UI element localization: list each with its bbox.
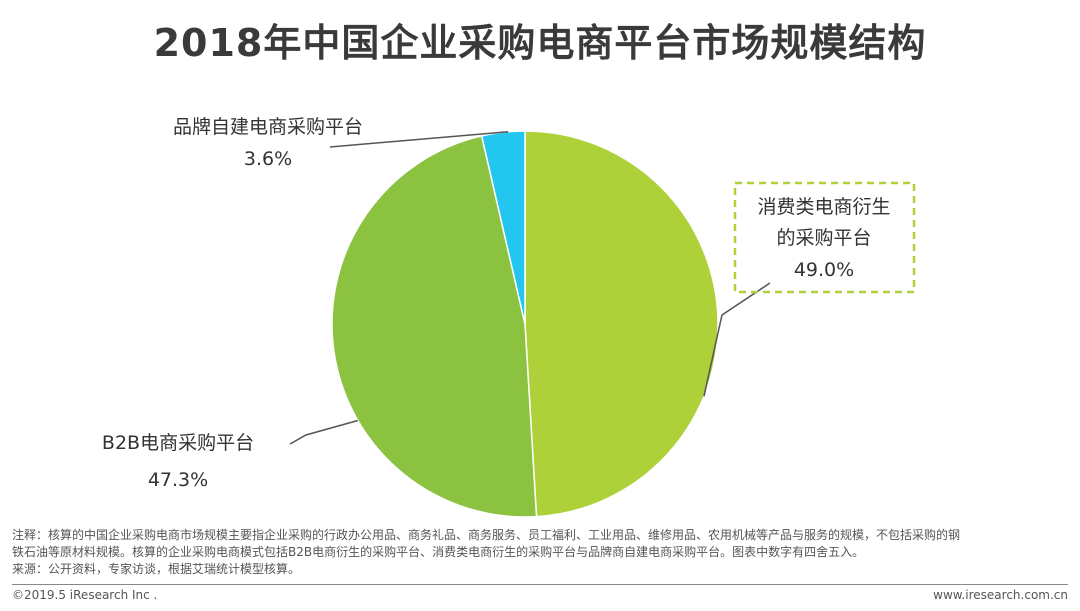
leader-line-1 — [289, 419, 359, 445]
copyright: ©2019.5 iResearch Inc . — [12, 588, 158, 602]
source-line: 来源：公开资料，专家访谈，根据艾瑞统计模型核算。 — [12, 562, 301, 576]
callout-box — [733, 181, 916, 294]
slice-value-label-1: 47.3% — [148, 469, 208, 491]
slice-value-label-0: 49.0% — [794, 259, 854, 281]
leader-lines — [289, 130, 771, 445]
chart-title: 2018年中国企业采购电商平台市场规模结构 — [153, 21, 927, 65]
slice-label-1: B2B电商采购平台 — [102, 432, 254, 454]
note-line-2: 铁石油等原材料规模。核算的企业采购电商模式包括B2B电商衍生的采购平台、消费类电… — [12, 545, 865, 559]
slice-label-0: 消费类电商衍生 — [757, 196, 890, 218]
pie-slice-1 — [331, 135, 538, 518]
slice-value-label-2: 3.6% — [244, 148, 292, 170]
site-url: www.iresearch.com.cn — [933, 588, 1068, 602]
pie-slices — [331, 130, 719, 518]
notes: 注释：核算的中国企业采购电商市场规模主要指企业采购的行政办公用品、商务礼品、商务… — [12, 527, 1072, 578]
leader-line-0 — [703, 282, 771, 397]
slice-labels: 消费类电商衍生的采购平台 49.0% B2B电商采购平台 47.3% 品牌自建电商采购平… — [102, 116, 891, 491]
pie-slice-0 — [524, 130, 719, 518]
footer-divider — [12, 584, 1068, 585]
slice-label-0: 的采购平台 — [776, 227, 871, 249]
note-line-1: 注释：核算的中国企业采购电商市场规模主要指企业采购的行政办公用品、商务礼品、商务… — [12, 528, 961, 542]
slice-label-2: 品牌自建电商采购平台 — [173, 116, 363, 138]
leader-line-2 — [329, 130, 509, 148]
